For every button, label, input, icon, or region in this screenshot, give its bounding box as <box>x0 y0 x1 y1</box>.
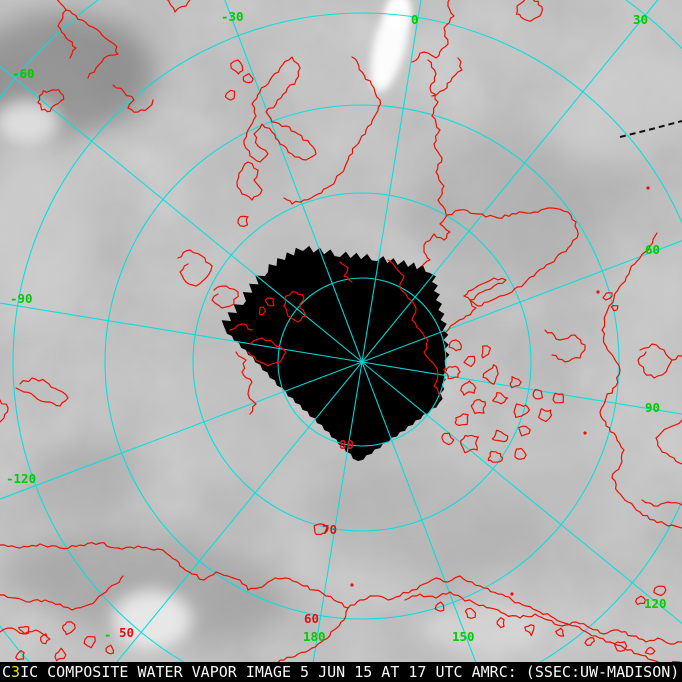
missing-data-region <box>221 245 450 461</box>
status-bar-frame-number: 3 <box>11 663 21 681</box>
status-bar: C3IC COMPOSITE WATER VAPOR IMAGE 5 JUN 1… <box>0 662 682 682</box>
date-line-dashed <box>619 120 682 138</box>
status-bar-text: IC COMPOSITE WATER VAPOR IMAGE 5 JUN 15 … <box>20 663 680 681</box>
coastlines <box>0 0 682 666</box>
status-bar-text: C <box>2 663 12 681</box>
